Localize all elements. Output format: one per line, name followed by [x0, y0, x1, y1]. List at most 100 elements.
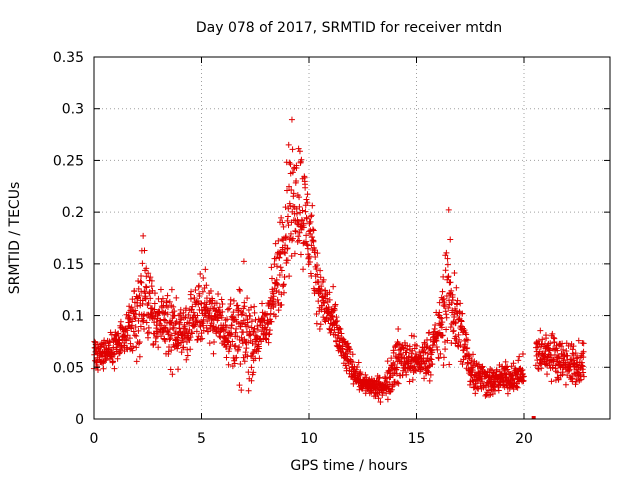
data-point: [437, 314, 444, 321]
data-point: [441, 303, 448, 310]
data-point: [308, 213, 315, 220]
data-point: [256, 345, 263, 352]
data-point: [437, 350, 444, 357]
data-point: [192, 286, 199, 293]
data-point: [115, 330, 122, 337]
data-point: [203, 324, 210, 331]
data-point: [177, 310, 184, 317]
data-point: [453, 284, 460, 291]
data-point: [452, 319, 459, 326]
data-point: [173, 294, 180, 301]
data-point: [278, 267, 285, 274]
data-point: [138, 272, 145, 279]
data-point: [250, 369, 257, 376]
data-point: [169, 371, 176, 378]
data-point: [291, 250, 298, 257]
data-point: [265, 339, 272, 346]
data-point: [163, 298, 170, 305]
data-point: [130, 328, 137, 335]
data-point: [312, 254, 319, 261]
data-point: [126, 303, 133, 310]
data-point: [226, 345, 233, 352]
data-point: [296, 203, 303, 210]
data-point: [433, 343, 440, 350]
data-point: [502, 358, 509, 365]
data-point: [226, 305, 233, 312]
data-point: [213, 330, 220, 337]
data-point: [188, 288, 195, 295]
data-point: [158, 322, 165, 329]
data-point: [305, 254, 312, 261]
data-point: [570, 357, 577, 364]
data-point: [280, 281, 287, 288]
data-point: [309, 226, 316, 233]
data-point: [470, 351, 477, 358]
data-point: [166, 326, 173, 333]
plot-frame: [93, 56, 611, 420]
data-point: [203, 301, 210, 308]
data-point: [135, 327, 142, 334]
data-point: [240, 258, 247, 265]
data-point: [384, 396, 391, 403]
data-point: [515, 357, 522, 364]
data-point: [249, 340, 256, 347]
data-point: [232, 329, 239, 336]
data-point: [284, 213, 291, 220]
data-point: [577, 376, 584, 383]
data-point: [185, 311, 192, 318]
data-point: [336, 325, 343, 332]
data-point: [259, 300, 266, 307]
data-point: [140, 317, 147, 324]
data-point: [237, 287, 244, 294]
data-point: [263, 336, 270, 343]
data-point: [302, 208, 309, 215]
data-point: [195, 301, 202, 308]
data-point: [559, 369, 566, 376]
data-point: [151, 300, 158, 307]
data-point: [479, 378, 486, 385]
data-point: [147, 274, 154, 281]
data-point: [94, 366, 101, 373]
y-tick-labels: 0 0.05 0.1 0.15 0.2 0.25 0.3 0.35: [53, 50, 84, 428]
data-point: [406, 378, 413, 385]
data-point: [166, 343, 173, 350]
data-point: [254, 322, 261, 329]
data-point: [248, 304, 255, 311]
data-point: [450, 328, 457, 335]
data-point: [353, 366, 360, 373]
data-point: [274, 296, 281, 303]
data-point: [436, 309, 443, 316]
data-point: [193, 328, 200, 335]
data-point: [238, 334, 245, 341]
data-point: [204, 318, 211, 325]
data-point: [203, 282, 210, 289]
data-point: [241, 303, 248, 310]
data-point: [439, 332, 446, 339]
data-point: [111, 365, 118, 372]
data-point: [225, 361, 232, 368]
data-point: [436, 329, 443, 336]
data-point: [544, 371, 551, 378]
data-point: [554, 347, 561, 354]
y-tick-label: 0.15: [53, 257, 84, 273]
data-point: [442, 346, 449, 353]
data-point: [320, 314, 327, 321]
data-point: [423, 344, 430, 351]
data-point: [314, 262, 321, 269]
data-point: [443, 326, 450, 333]
data-point: [429, 361, 436, 368]
data-point: [289, 169, 296, 176]
data-point: [224, 306, 231, 313]
data-point: [287, 202, 294, 209]
data-point: [243, 345, 250, 352]
data-point: [573, 378, 579, 385]
data-point: [151, 290, 158, 297]
data-point: [233, 325, 240, 332]
data-point: [141, 325, 148, 332]
data-point: [510, 375, 517, 382]
data-point: [306, 259, 313, 266]
data-point: [349, 351, 356, 358]
data-point: [281, 249, 288, 256]
data-point: [231, 357, 238, 364]
data-point: [343, 350, 350, 357]
